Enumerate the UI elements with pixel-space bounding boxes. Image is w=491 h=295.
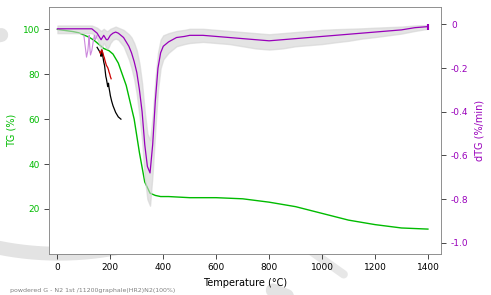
Y-axis label: TG (%): TG (%) <box>7 114 17 147</box>
Y-axis label: dTG (%/min): dTG (%/min) <box>474 100 484 161</box>
X-axis label: Temperature (°C): Temperature (°C) <box>203 278 287 288</box>
Text: powdered G - N2 1st /11200graphale(HR2)N2(100%): powdered G - N2 1st /11200graphale(HR2)N… <box>10 288 175 293</box>
